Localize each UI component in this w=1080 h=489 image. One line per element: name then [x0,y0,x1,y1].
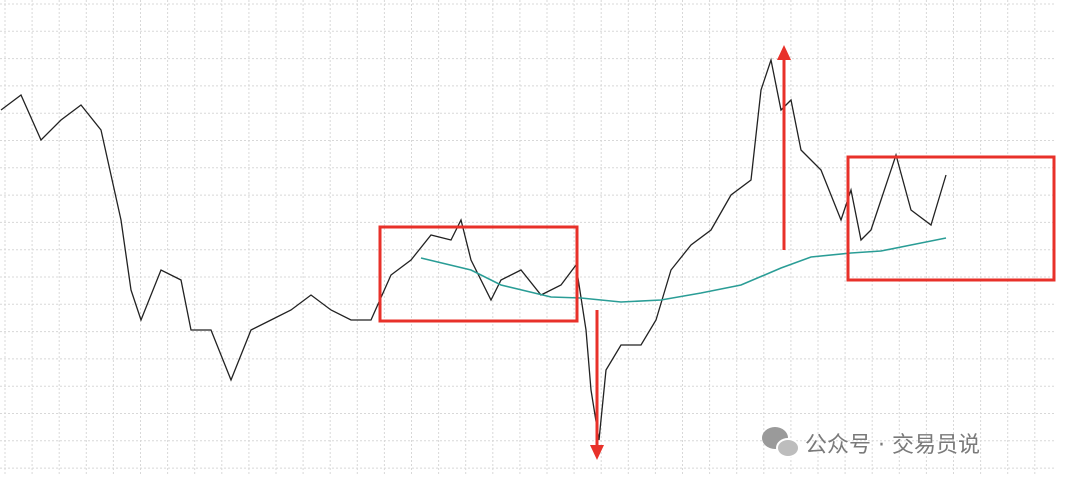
grid [0,0,1056,476]
series-line [0,57,947,441]
arrow-head [777,45,791,60]
highlight-box [378,225,579,323]
arrow-head [590,445,604,460]
plot [0,57,947,441]
series-line [420,237,947,303]
highlight-box [846,155,1056,282]
wechat-icon [762,427,800,458]
watermark: 公众号 · 交易员说 [805,433,980,458]
